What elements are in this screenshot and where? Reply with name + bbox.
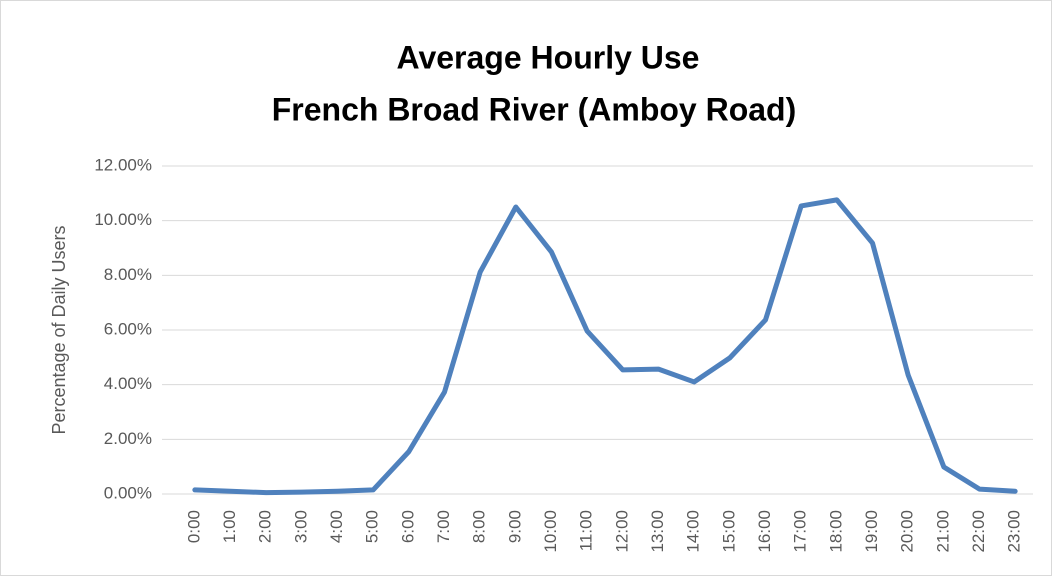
- series-line: [192, 197, 1018, 496]
- x-tick-label: 16:00: [755, 510, 774, 553]
- y-tick-label: 4.00%: [104, 374, 152, 393]
- x-tick-label: 21:00: [933, 510, 952, 553]
- x-tick-label: 8:00: [470, 510, 489, 543]
- x-tick-label: 12:00: [612, 510, 631, 553]
- x-tick-label: 23:00: [1005, 510, 1024, 553]
- x-tick-label: 3:00: [291, 510, 310, 543]
- x-tick-label: 14:00: [684, 510, 703, 553]
- chart-subtitle: French Broad River (Amboy Road): [272, 91, 797, 127]
- x-tick-label: 7:00: [434, 510, 453, 543]
- x-tick-label: 13:00: [648, 510, 667, 553]
- y-tick-label: 8.00%: [104, 265, 152, 284]
- x-tick-label: 2:00: [256, 510, 275, 543]
- x-tick-label: 1:00: [220, 510, 239, 543]
- chart-title: Average Hourly Use: [397, 39, 700, 75]
- x-tick-label: 20:00: [898, 510, 917, 553]
- y-tick-label: 0.00%: [104, 483, 152, 502]
- x-tick-label: 17:00: [791, 510, 810, 553]
- x-tick-label: 11:00: [577, 510, 596, 551]
- y-tick-label: 10.00%: [94, 210, 152, 229]
- y-tick-label: 12.00%: [94, 155, 152, 174]
- x-tick-label: 5:00: [363, 510, 382, 543]
- x-tick-label: 15:00: [719, 510, 738, 553]
- x-tick-label: 9:00: [505, 510, 524, 543]
- y-axis-title: Percentage of Daily Users: [49, 225, 69, 434]
- x-tick-label: 10:00: [541, 510, 560, 553]
- x-tick-label: 18:00: [826, 510, 845, 553]
- x-tick-label: 19:00: [862, 510, 881, 553]
- x-tick-label: 0:00: [184, 510, 203, 543]
- x-tick-label: 6:00: [398, 510, 417, 543]
- x-tick-label: 22:00: [969, 510, 988, 553]
- y-tick-label: 2.00%: [104, 429, 152, 448]
- x-tick-label: 4:00: [327, 510, 346, 543]
- y-tick-label: 6.00%: [104, 319, 152, 338]
